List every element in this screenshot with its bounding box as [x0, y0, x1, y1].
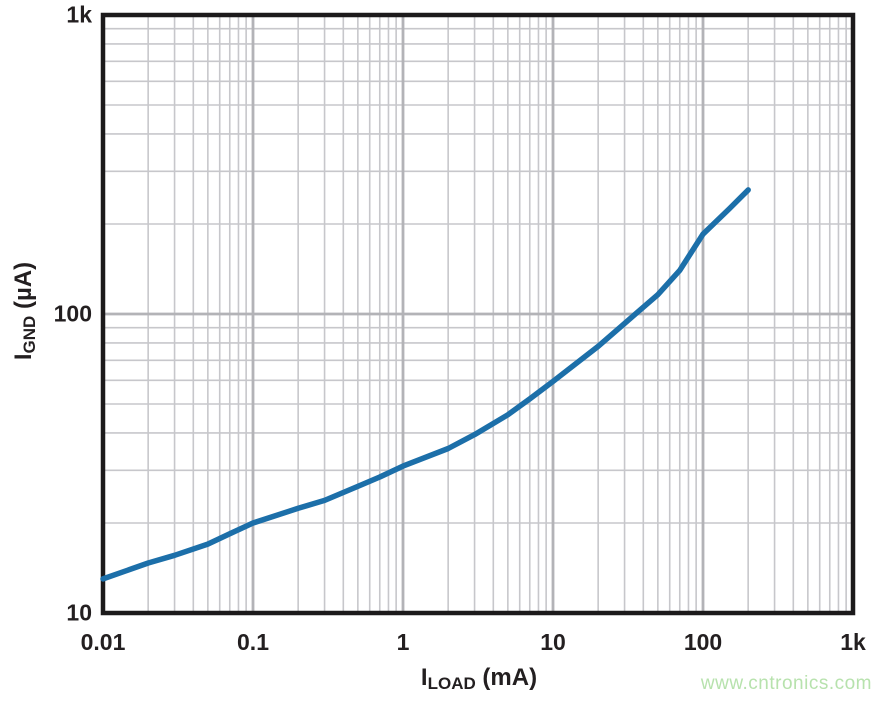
x-tick-label: 100 — [683, 629, 723, 655]
x-axis-title-symbol: I — [420, 664, 428, 691]
x-axis-title-units: (mA) — [475, 664, 538, 691]
y-axis-title: IGND (µA) — [10, 261, 39, 361]
x-tick-label: 10 — [540, 629, 566, 655]
x-tick-label: 0.01 — [80, 629, 126, 655]
ground-current-curve — [100, 187, 751, 582]
y-axis-title-units: (µA) — [10, 261, 37, 316]
x-tick-label: 0.1 — [237, 629, 269, 655]
watermark: www.cntronics.com — [700, 673, 872, 694]
plot-border — [100, 12, 856, 616]
y-tick-label: 10 — [66, 599, 92, 626]
y-tick-label: 100 — [53, 300, 92, 327]
x-axis-title-subscript: LOAD — [427, 673, 476, 693]
y-tick-label: 1k — [66, 1, 92, 28]
x-axis-title: ILOAD (mA) — [420, 664, 538, 693]
x-tick-label: 1k — [840, 629, 866, 655]
y-axis-title-subscript: GND — [19, 315, 39, 354]
y-axis-title-symbol: I — [10, 353, 37, 361]
x-tick-label: 1 — [396, 629, 410, 655]
